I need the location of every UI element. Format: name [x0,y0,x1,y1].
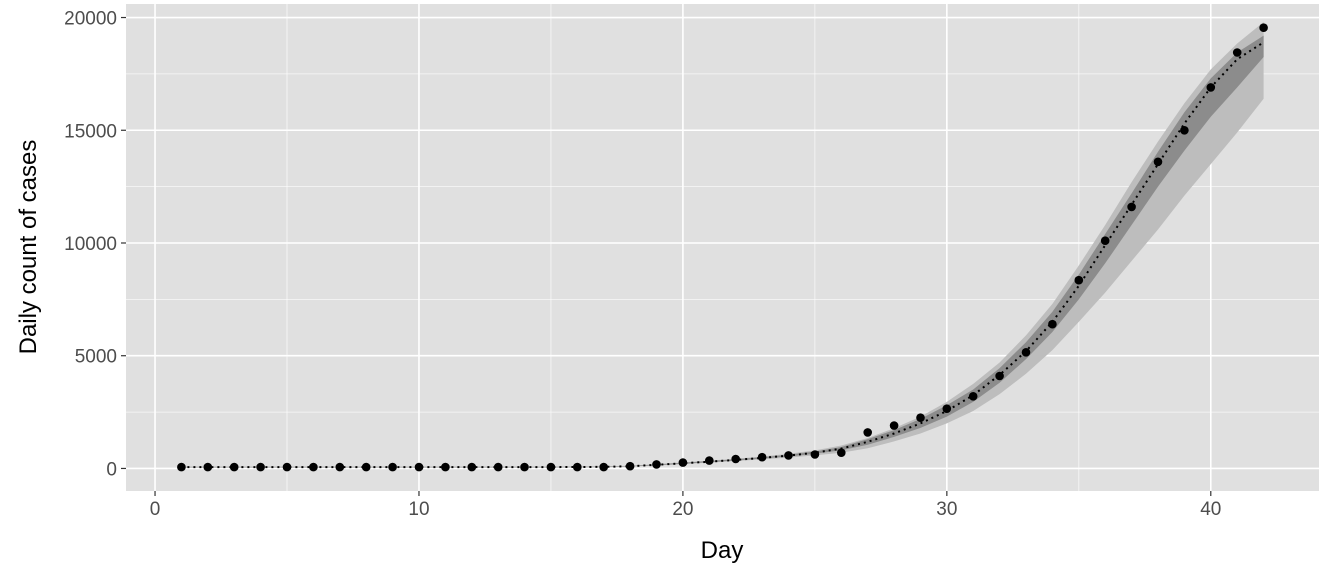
data-point [863,428,872,437]
data-point [810,450,820,459]
data-point [520,462,529,472]
x-tick-label: 30 [936,499,957,520]
data-point [757,452,767,462]
axis-ticks [121,16,1212,496]
data-point [335,462,345,472]
data-point [361,462,371,472]
fit-line [181,41,1265,469]
data-point [229,462,239,472]
data-point [1206,83,1216,92]
y-tick-labels: 0 5000 10000 15000 20000 [64,9,117,481]
data-point [546,462,556,472]
data-point [388,462,397,472]
y-tick-label: 10000 [64,234,117,255]
observed-points [177,23,1268,472]
data-point [256,462,265,472]
data-point [599,462,608,472]
x-tick-label: 10 [408,499,429,520]
minor-gridlines [126,4,1319,491]
data-point [652,460,661,469]
data-point [282,462,292,472]
y-tick-label: 5000 [75,347,117,368]
data-point [968,392,978,401]
data-point [942,404,952,414]
fitted-curve [181,41,1265,469]
x-tick-label: 0 [150,499,161,520]
data-point [1021,348,1031,357]
data-point [1100,236,1110,245]
data-point [309,462,318,472]
y-tick-label: 20000 [64,9,117,30]
data-point [414,462,424,472]
data-point [705,456,714,465]
y-axis-title: Daily count of cases [15,140,42,355]
data-point [995,371,1004,381]
data-point [1259,23,1268,32]
data-point [837,448,846,458]
data-point [1153,157,1163,167]
data-point [731,454,740,464]
x-tick-label: 40 [1200,499,1221,520]
data-point [441,462,450,472]
data-point [784,451,793,460]
data-point [678,458,688,467]
data-point [203,462,213,472]
data-point [493,462,503,472]
data-point [1048,319,1057,329]
data-point [177,462,186,472]
data-point [1232,48,1242,57]
data-point [1074,275,1084,285]
data-point [573,462,582,472]
y-tick-label: 15000 [64,121,117,142]
data-point [1127,202,1136,212]
y-tick-label: 0 [106,459,117,480]
x-tick-label: 20 [672,499,693,520]
data-point [467,462,477,472]
data-point [1180,126,1189,135]
data-point [889,421,899,430]
major-gridlines [126,4,1319,491]
data-point [625,461,635,471]
x-axis-title: Day [701,537,744,564]
x-tick-labels: 0 10 20 30 40 [150,499,1222,520]
data-point [916,413,925,423]
